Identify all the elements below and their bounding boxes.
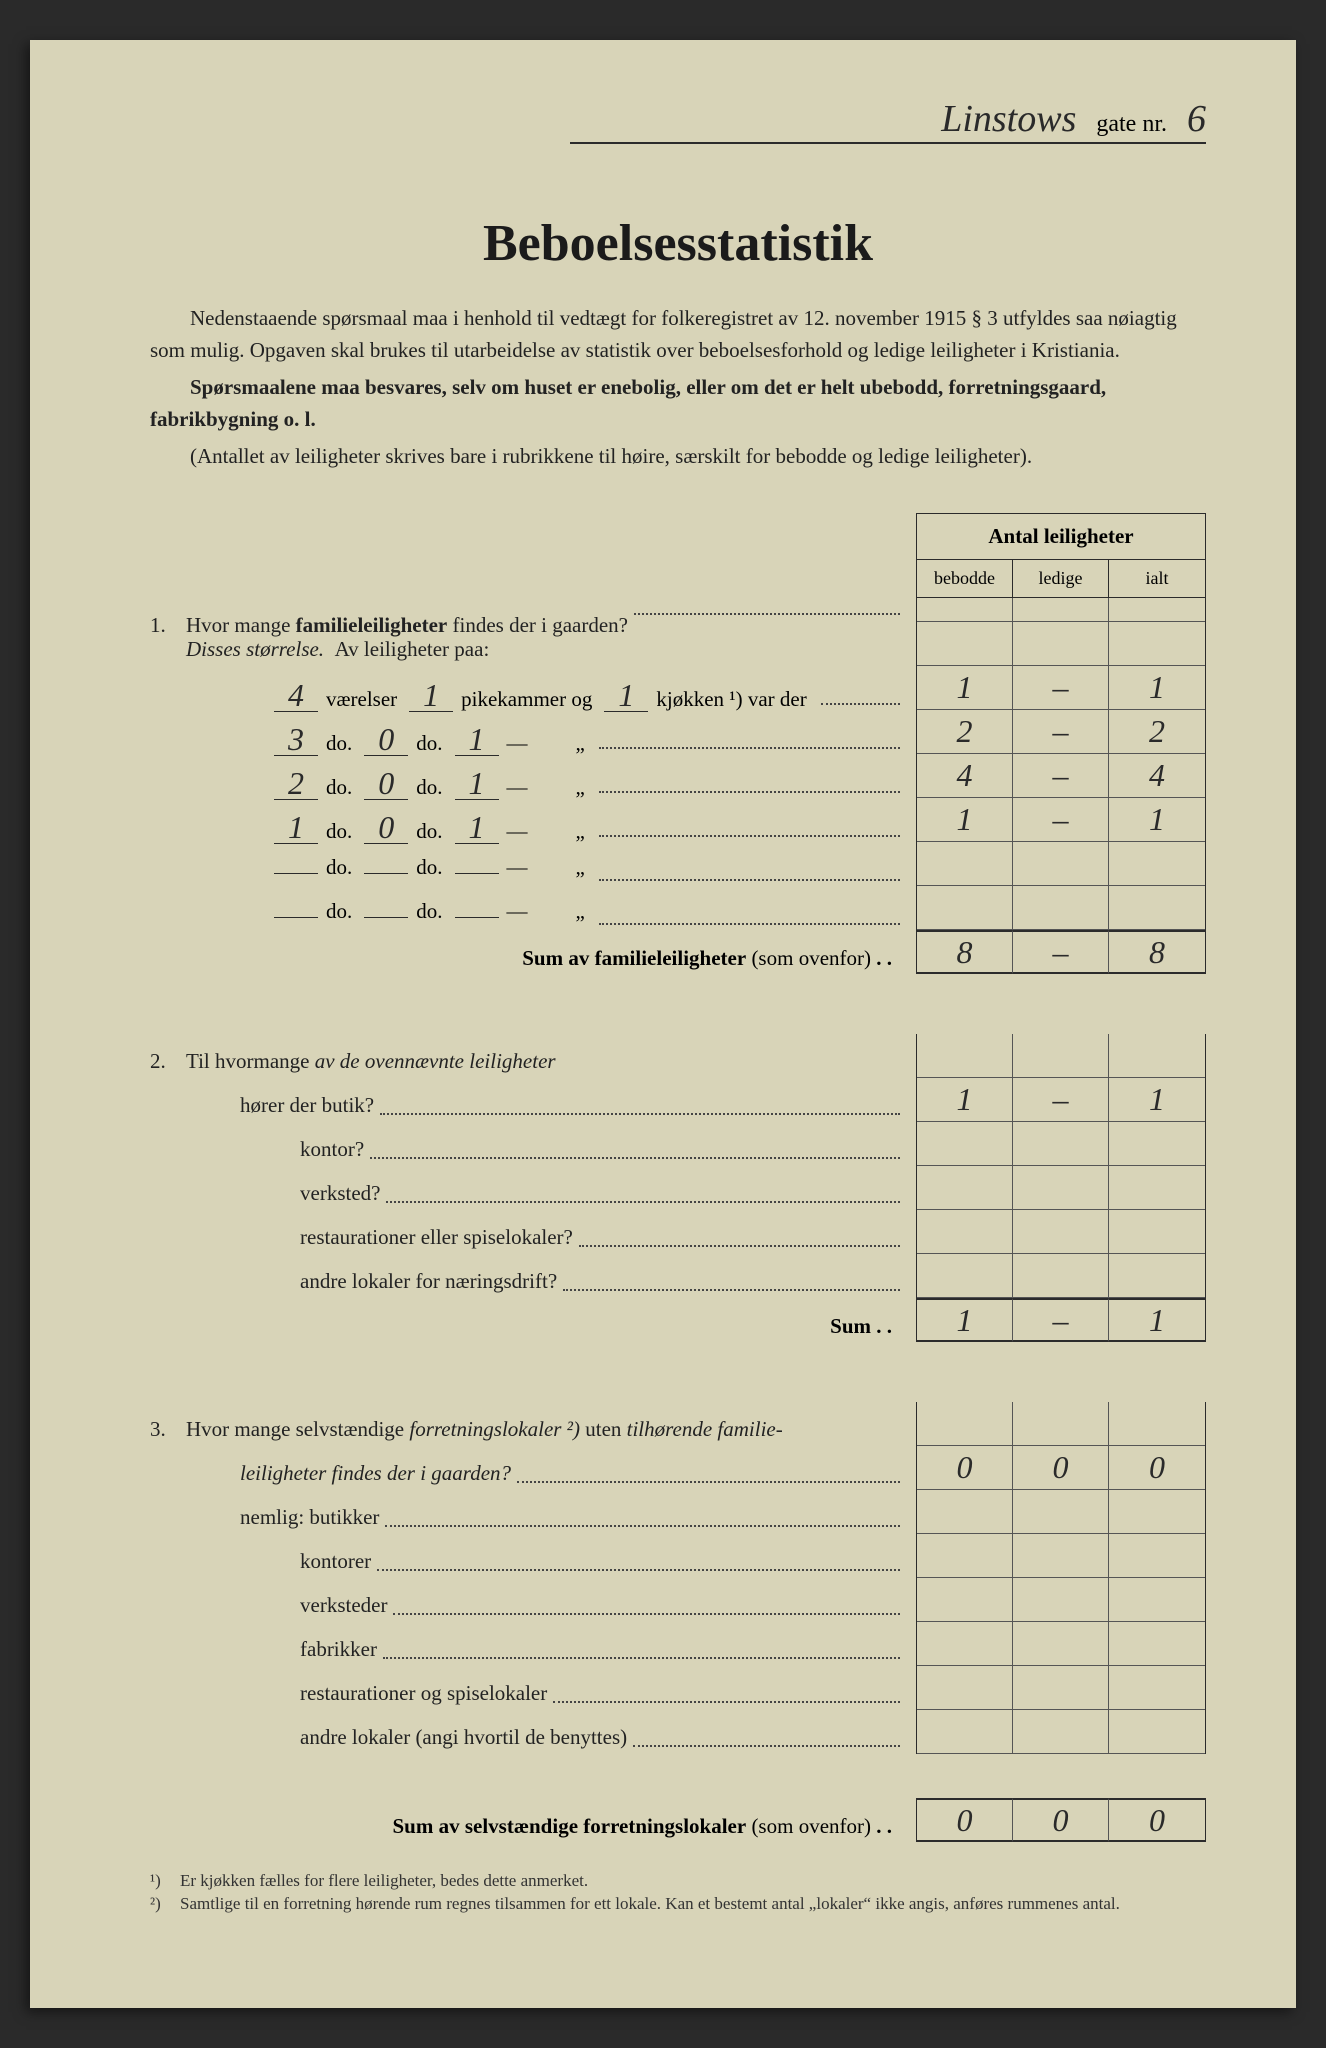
document-paper: Linstows gate nr. 6 Beboelsesstatistik N… (30, 40, 1296, 2008)
street-name-handwritten: Linstows (941, 100, 1076, 138)
footnote-2: ²) Samtlige til en forretning hørende ru… (150, 1892, 1206, 1916)
intro-paragraph-1: Nedenstaaende spørsmaal maa i henhold ti… (150, 303, 1206, 366)
q1-line: 1. Hvor mange familieleiligheter findes … (150, 605, 906, 629)
table-sum-row: 0 0 0 (916, 1798, 1206, 1842)
table-row (916, 1402, 1206, 1446)
table-row: 2 – 2 (916, 710, 1206, 754)
room-row-5: do. do. — „ (150, 849, 906, 893)
table-row: 1 – 1 (916, 1078, 1206, 1122)
footnote-1: ¹) Er kjøkken fælles for flere leilighet… (150, 1869, 1206, 1893)
gate-label: gate nr. (1096, 111, 1167, 138)
data-table-column: Antal leiligheter bebodde ledige ialt 1 … (916, 513, 1206, 1842)
header-address-line: Linstows gate nr. 6 (570, 100, 1206, 144)
q2-item-3: verksted? (150, 1173, 906, 1217)
table-row (916, 598, 1206, 622)
table-row (916, 1534, 1206, 1578)
q3-item-5: restaurationer og spiselokaler (150, 1673, 906, 1717)
table-sum-row: 1 – 1 (916, 1298, 1206, 1342)
room-row-6: do. do. — „ (150, 893, 906, 937)
q3-item-6: andre lokaler (angi hvortil de benyttes) (150, 1717, 906, 1761)
table-header: Antal leiligheter bebodde ledige ialt (916, 513, 1206, 598)
page-background: Linstows gate nr. 6 Beboelsesstatistik N… (0, 0, 1326, 2048)
room-row-3: 2do. 0do. 1— „ (150, 761, 906, 805)
q3-item-1: nemlig: butikker (150, 1497, 906, 1541)
q2-item-2: kontor? (150, 1129, 906, 1173)
room-row-4: 1do. 0do. 1— „ (150, 805, 906, 849)
q2-sum-label: Sum . . (150, 1305, 906, 1349)
room-row-2: 3do. 0do. 1— „ (150, 717, 906, 761)
intro-paragraph-2: Spørsmaalene maa besvares, selv om huset… (150, 372, 1206, 435)
table-row (916, 1710, 1206, 1754)
q2-lead: 2. Til hvormange av de ovennævnte leilig… (150, 1041, 906, 1085)
q3-line2: leiligheter findes der i gaarden? (150, 1453, 906, 1497)
q3-item-4: fabrikker (150, 1629, 906, 1673)
main-content-grid: 1. Hvor mange familieleiligheter findes … (150, 513, 1206, 1849)
table-sum-row: 8 – 8 (916, 930, 1206, 974)
table-row (916, 1166, 1206, 1210)
q3-item-3: verksteder (150, 1585, 906, 1629)
intro-paragraph-3: (Antallet av leiligheter skrives bare i … (150, 441, 1206, 473)
q2-item-5: andre lokaler for næringsdrift? (150, 1261, 906, 1305)
table-row: 1 – 1 (916, 666, 1206, 710)
table-row (916, 1034, 1206, 1078)
table-row (916, 622, 1206, 666)
table-row (916, 1622, 1206, 1666)
table-row (916, 1490, 1206, 1534)
col-bebodde: bebodde (917, 560, 1013, 597)
table-row: 0 0 0 (916, 1446, 1206, 1490)
q2-item-4: restaurationer eller spiselokaler? (150, 1217, 906, 1261)
table-row: 4 – 4 (916, 754, 1206, 798)
table-row (916, 1122, 1206, 1166)
q3-line1: 3. Hvor mange selvstændige forretningslo… (150, 1409, 906, 1453)
table-row (916, 1666, 1206, 1710)
q1-sum-label: Sum av familieleiligheter (som ovenfor) … (150, 937, 906, 981)
room-row-1: 4værelser 1pikekammer og 1kjøkken ¹) var… (150, 673, 906, 717)
document-title: Beboelsesstatistik (150, 214, 1206, 273)
table-row: 1 – 1 (916, 798, 1206, 842)
table-row (916, 1210, 1206, 1254)
footnotes: ¹) Er kjøkken fælles for flere leilighet… (150, 1869, 1206, 1917)
table-row (916, 842, 1206, 886)
col-ledige: ledige (1013, 560, 1109, 597)
q3-sum-label: Sum av selvstændige forretningslokaler (… (150, 1805, 906, 1849)
col-ialt: ialt (1109, 560, 1205, 597)
q3-item-2: kontorer (150, 1541, 906, 1585)
q2-item-1: hører der butik? (150, 1085, 906, 1129)
questions-column: 1. Hvor mange familieleiligheter findes … (150, 513, 906, 1849)
table-row (916, 1578, 1206, 1622)
gate-number-handwritten: 6 (1187, 100, 1206, 138)
leader-dots (634, 612, 900, 615)
table-row (916, 886, 1206, 930)
table-row (916, 1254, 1206, 1298)
